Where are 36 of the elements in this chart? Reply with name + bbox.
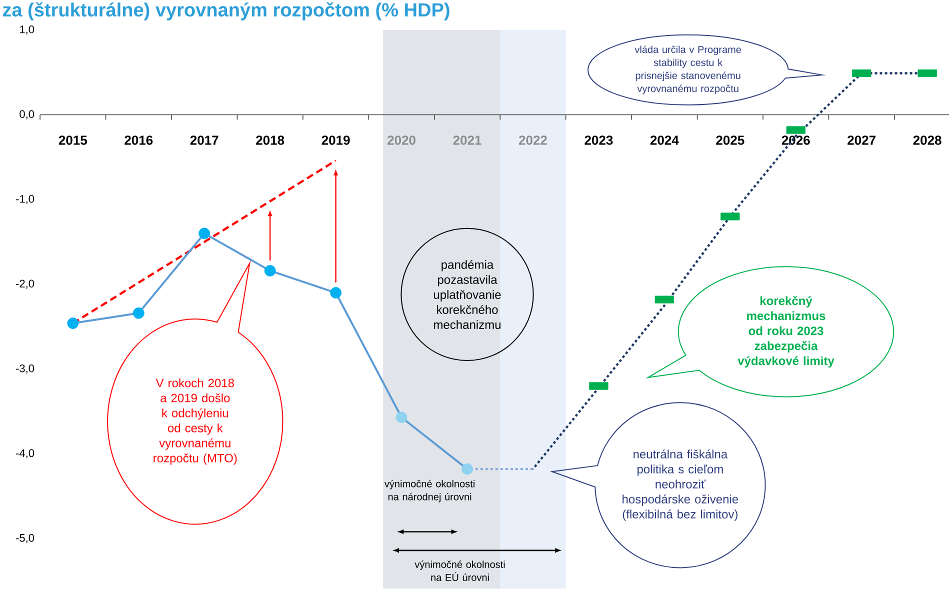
point: [396, 412, 408, 424]
y-tick-label: 0,0: [20, 110, 34, 120]
x-tick-label: 2020: [388, 136, 416, 145]
annotation: vláda určila v Programe stability cestu k prisnejšie stanovenému vyrovnanému rozpočtu: [634, 46, 742, 94]
x-tick-label: 2016: [124, 136, 153, 145]
y-tick-label: -1,0: [16, 195, 34, 204]
annotation: neutrálna fiškálna politika s cieľom neohroziť hospodárske oživenie (flexibilná bez limitov): [622, 450, 738, 522]
y-tick-label: -4,0: [16, 449, 34, 459]
y-tick-label: -2,0: [16, 280, 34, 290]
point: [330, 287, 342, 299]
point: [462, 464, 473, 475]
x-tick-label: 2025: [716, 136, 744, 145]
x-tick-label: 2017: [190, 136, 218, 145]
x-tick-label: 2022: [518, 136, 547, 145]
y-tick-label: -3,0: [16, 364, 34, 374]
x-tick-label: 2018: [256, 136, 284, 145]
x-tick-label: 2023: [584, 136, 613, 146]
x-tick-label: 2021: [453, 136, 482, 145]
x-tick-label: 2028: [913, 136, 942, 145]
annotation: V rokoch 2018 a 2019 došlo k odchýleniu od cesty k vyrovnanému rozpočtu (MTO): [154, 378, 237, 465]
x-tick-label: 2024: [650, 136, 679, 145]
y-tick-label: -5,0: [16, 534, 34, 544]
point: [132, 308, 144, 319]
x-tick-label: 2019: [322, 136, 350, 145]
annotation: pandémia pozastavila uplatňovanie korekčného mechanizmu: [434, 260, 501, 330]
text: výnimočné okolnosti na EÚ úrovni: [414, 560, 505, 582]
y-tick-label: 1,0: [20, 26, 34, 35]
x-tick-label: 2015: [58, 136, 88, 145]
point: [198, 228, 210, 240]
chart-title: za (štrukturálne) vyrovnaným rozpočtom (% HDP): [2, 2, 450, 21]
x-tick-label: 2026: [782, 136, 810, 145]
point: [264, 265, 276, 277]
point: [67, 318, 79, 330]
annotation: korekčný mechanizmus od roku 2023 zabezpečia výdavkové limity: [738, 296, 834, 368]
x-tick-label: 2027: [848, 136, 876, 145]
annotation: výnimočné okolnosti na národnej úrovni: [384, 480, 474, 503]
